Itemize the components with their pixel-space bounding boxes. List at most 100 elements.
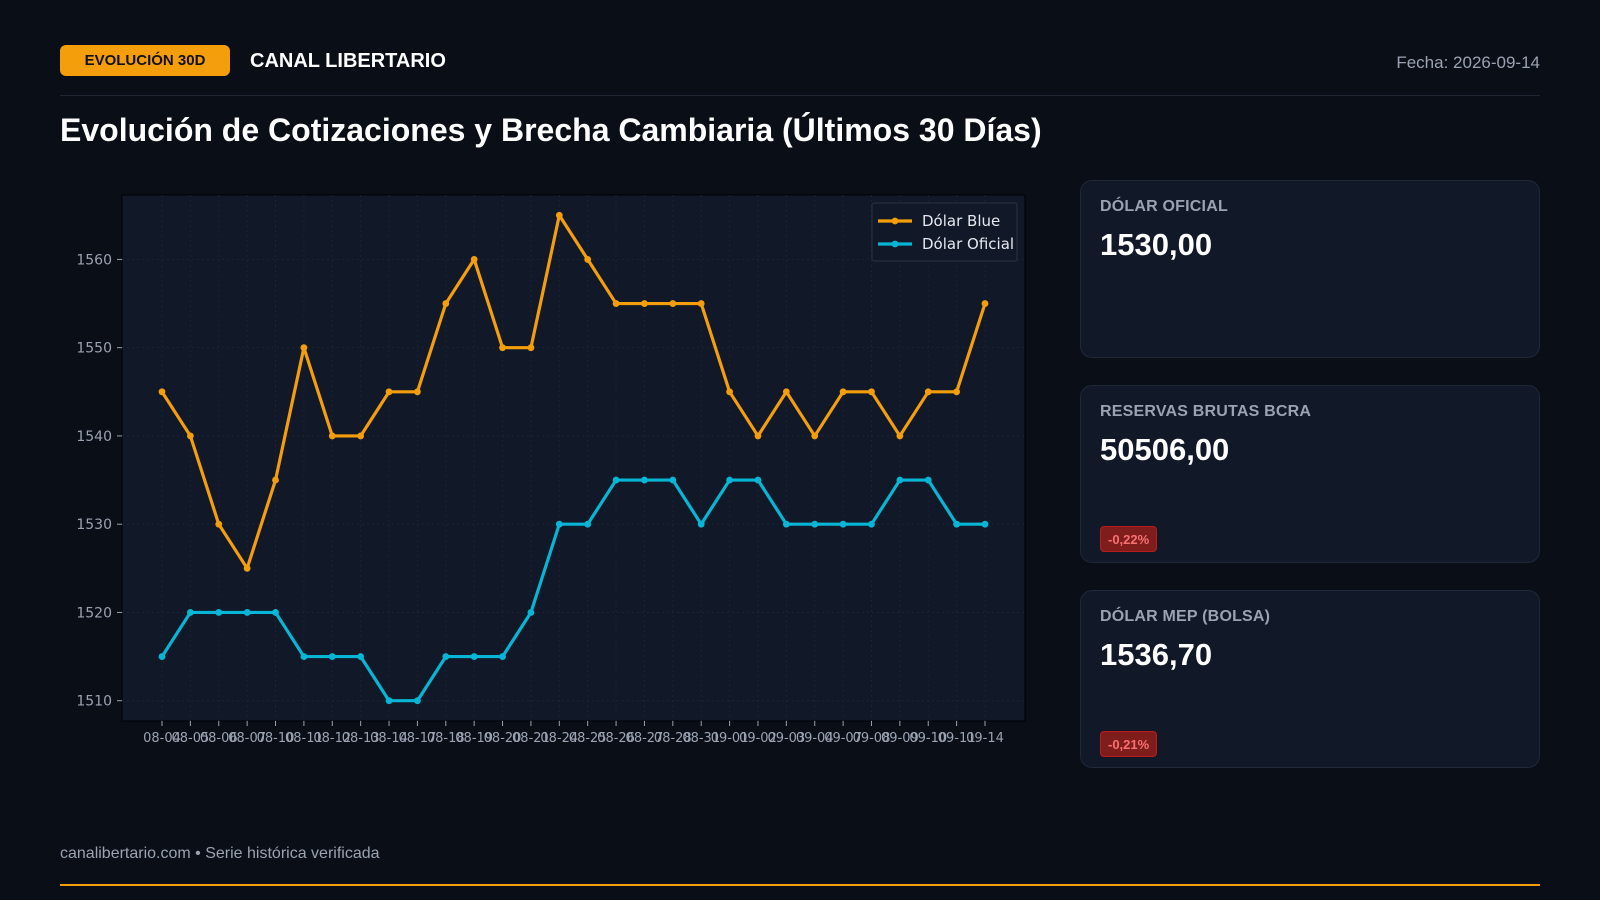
legend-box bbox=[871, 202, 1018, 262]
x-tick-label: 08-17 bbox=[399, 731, 437, 746]
data-point bbox=[470, 256, 478, 263]
change-badge: -0,21% bbox=[1100, 731, 1158, 757]
card-label: DÓLAR OFICIAL bbox=[1100, 198, 1228, 215]
data-point bbox=[243, 564, 251, 572]
legend-label: Dólar Blue bbox=[922, 212, 1000, 230]
data-point bbox=[811, 432, 819, 440]
x-tick-label: 08-18 bbox=[427, 731, 465, 746]
report-date: Fecha: 2026-09-14 bbox=[1396, 53, 1540, 72]
data-point bbox=[584, 520, 592, 528]
line-chart: 1510 1520 1530 1540 1550 1560 08-04 08-05 08-06 0… bbox=[60, 180, 1050, 770]
data-point bbox=[811, 520, 819, 528]
data-point bbox=[896, 432, 904, 440]
x-tick-label: 09-10 bbox=[909, 731, 947, 746]
data-point bbox=[215, 609, 223, 616]
x-tick-label: 09-07 bbox=[824, 731, 862, 746]
x-tick-label: 08-11 bbox=[285, 731, 323, 746]
data-point bbox=[470, 653, 478, 660]
x-tick-label: 09-04 bbox=[796, 731, 834, 746]
data-point bbox=[953, 388, 961, 396]
data-point bbox=[754, 432, 762, 440]
x-tick-label: 08-12 bbox=[313, 731, 351, 746]
data-point bbox=[243, 609, 251, 616]
x-tick-label: 08-20 bbox=[484, 731, 522, 746]
x-tick-label: 09-03 bbox=[767, 731, 805, 746]
data-point bbox=[158, 653, 166, 660]
header: EVOLUCIÓN 30D CANAL LIBERTARIO Fecha: 20… bbox=[60, 45, 1540, 96]
plot-background bbox=[121, 194, 1026, 722]
page-title: Evolución de Cotizaciones y Brecha Cambi… bbox=[60, 112, 1042, 148]
x-tick-label: 08-07 bbox=[228, 731, 266, 746]
y-tick-label: 1540 bbox=[76, 429, 112, 445]
data-point bbox=[300, 653, 308, 660]
x-tick-label: 08-27 bbox=[626, 731, 664, 746]
data-point bbox=[612, 476, 620, 484]
data-point bbox=[953, 520, 961, 528]
x-tick-label: 08-06 bbox=[200, 731, 238, 746]
data-point bbox=[357, 653, 365, 660]
x-tick-label: 08-25 bbox=[569, 731, 607, 746]
card-dolar-mep: DÓLAR MEP (BOLSA) 1536,70 -0,21% bbox=[1080, 590, 1540, 768]
x-tick-label: 08-19 bbox=[455, 731, 493, 746]
data-point bbox=[215, 520, 223, 528]
x-tick-label: 08-31 bbox=[682, 731, 720, 746]
x-tick-label: 08-24 bbox=[540, 731, 578, 746]
data-point bbox=[924, 476, 932, 484]
x-tick-label: 08-13 bbox=[342, 731, 380, 746]
footer-accent-line bbox=[60, 884, 1540, 886]
data-point bbox=[896, 476, 904, 484]
period-badge: EVOLUCIÓN 30D bbox=[60, 45, 230, 76]
data-point bbox=[754, 476, 762, 484]
data-point bbox=[499, 653, 506, 660]
data-point bbox=[527, 609, 535, 616]
x-tick-label: 08-26 bbox=[597, 731, 635, 746]
data-point bbox=[186, 609, 194, 616]
data-point bbox=[442, 300, 450, 307]
x-tick-label: 08-21 bbox=[512, 731, 550, 746]
chart-svg: 15101520153015401550156008-0408-0508-060… bbox=[76, 194, 1026, 746]
card-label: DÓLAR MEP (BOLSA) bbox=[1100, 608, 1271, 625]
data-point bbox=[697, 520, 705, 528]
card-value: 1536,70 bbox=[1100, 637, 1213, 672]
data-point bbox=[612, 300, 620, 307]
data-point bbox=[414, 388, 421, 396]
card-label: RESERVAS BRUTAS BCRA bbox=[1100, 403, 1312, 420]
data-point bbox=[669, 476, 677, 484]
legend-marker bbox=[891, 240, 899, 248]
data-point bbox=[499, 344, 506, 352]
data-point bbox=[839, 520, 847, 528]
x-tick-label: 09-01 bbox=[711, 731, 749, 746]
brand-name: CANAL LIBERTARIO bbox=[250, 50, 446, 72]
data-point bbox=[328, 653, 336, 660]
data-point bbox=[868, 388, 875, 396]
data-point bbox=[584, 256, 592, 263]
x-tick-label: 09-08 bbox=[853, 731, 891, 746]
legend-marker bbox=[891, 217, 899, 225]
data-point bbox=[272, 609, 279, 616]
y-tick-label: 1550 bbox=[76, 341, 112, 357]
data-point bbox=[924, 388, 932, 396]
card-value: 1530,00 bbox=[1100, 227, 1213, 262]
y-tick-label: 1560 bbox=[76, 252, 112, 268]
x-tick-label: 08-14 bbox=[370, 731, 408, 746]
data-point bbox=[641, 300, 648, 307]
data-point bbox=[527, 344, 535, 352]
x-tick-label: 08-05 bbox=[171, 731, 209, 746]
data-point bbox=[442, 653, 450, 660]
change-badge: -0,22% bbox=[1100, 526, 1158, 552]
data-point bbox=[555, 520, 563, 528]
data-point bbox=[697, 300, 705, 307]
y-tick-label: 1530 bbox=[76, 517, 112, 533]
data-point bbox=[726, 476, 733, 484]
y-tick-label: 1520 bbox=[76, 605, 112, 621]
data-point bbox=[981, 520, 989, 528]
data-point bbox=[385, 388, 393, 396]
x-tick-label: 08-04 bbox=[143, 731, 181, 746]
series-line bbox=[160, 213, 987, 570]
card-value: 50506,00 bbox=[1100, 432, 1230, 467]
data-point bbox=[186, 432, 194, 440]
data-point bbox=[300, 344, 308, 352]
card-reservas-bcra: RESERVAS BRUTAS BCRA 50506,00 -0,22% bbox=[1080, 385, 1540, 563]
footer-note: canalibertario.com • Serie histórica ver… bbox=[60, 845, 380, 862]
data-point bbox=[726, 388, 733, 396]
